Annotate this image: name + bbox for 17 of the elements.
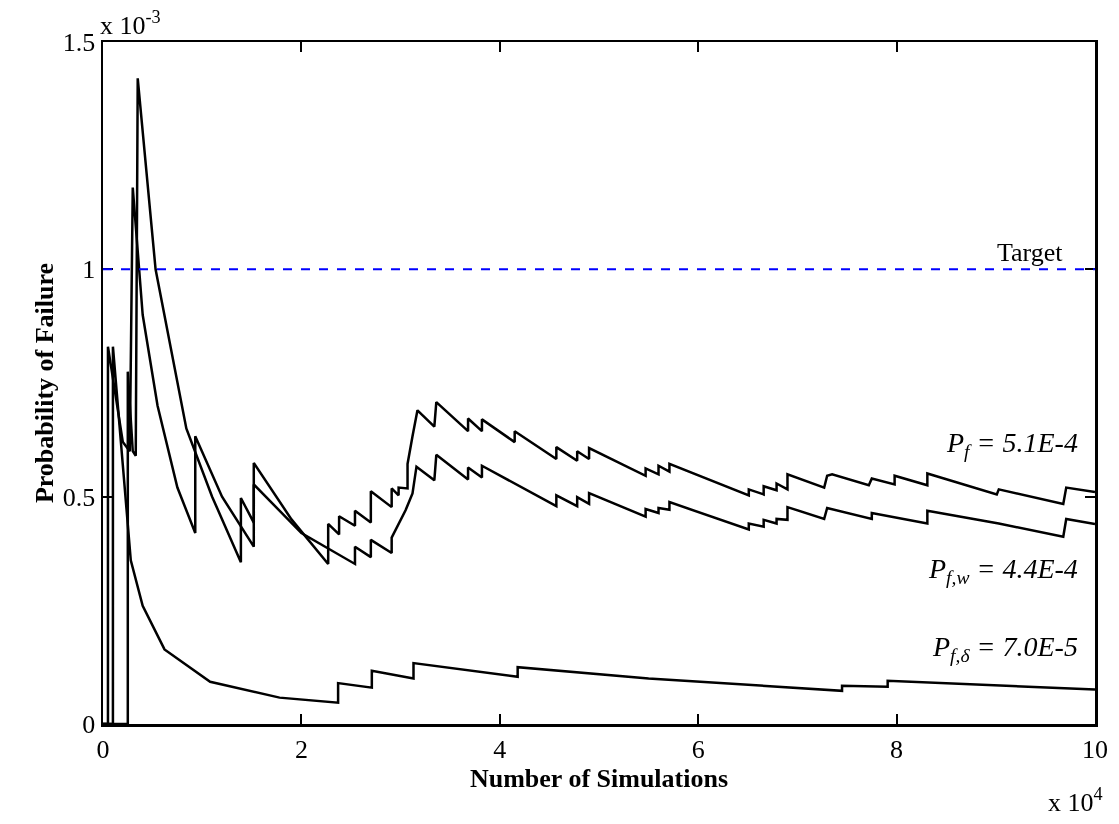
y-axis-title: Probability of Failure <box>29 262 59 504</box>
x-tick-label: 8 <box>890 734 904 764</box>
y-tick-label: 0 <box>82 710 96 740</box>
y-tick-label: 1 <box>82 255 96 285</box>
ref-line-label: Target <box>997 238 1064 267</box>
x-tick-label: 6 <box>691 734 705 764</box>
x-tick-label: 4 <box>493 734 507 764</box>
x-tick-label: 2 <box>294 734 308 764</box>
annotation: P$_{f,δ}$ = 7.0E-5 <box>932 631 1078 666</box>
annotation: P$_{f,w}$ = 4.4E-4 <box>928 553 1078 588</box>
text: x 10$^{-3}$ <box>100 7 161 40</box>
y-tick-label: 1.5 <box>62 28 96 58</box>
y-tick-label: 0.5 <box>62 482 96 512</box>
annotation: P$_{f}$ = 5.1E-4 <box>946 427 1078 462</box>
x-axis-title: Number of Simulations <box>469 763 729 793</box>
x-tick-label: 10 <box>1082 734 1108 764</box>
text: x 10$^{4}$ <box>1048 784 1103 817</box>
